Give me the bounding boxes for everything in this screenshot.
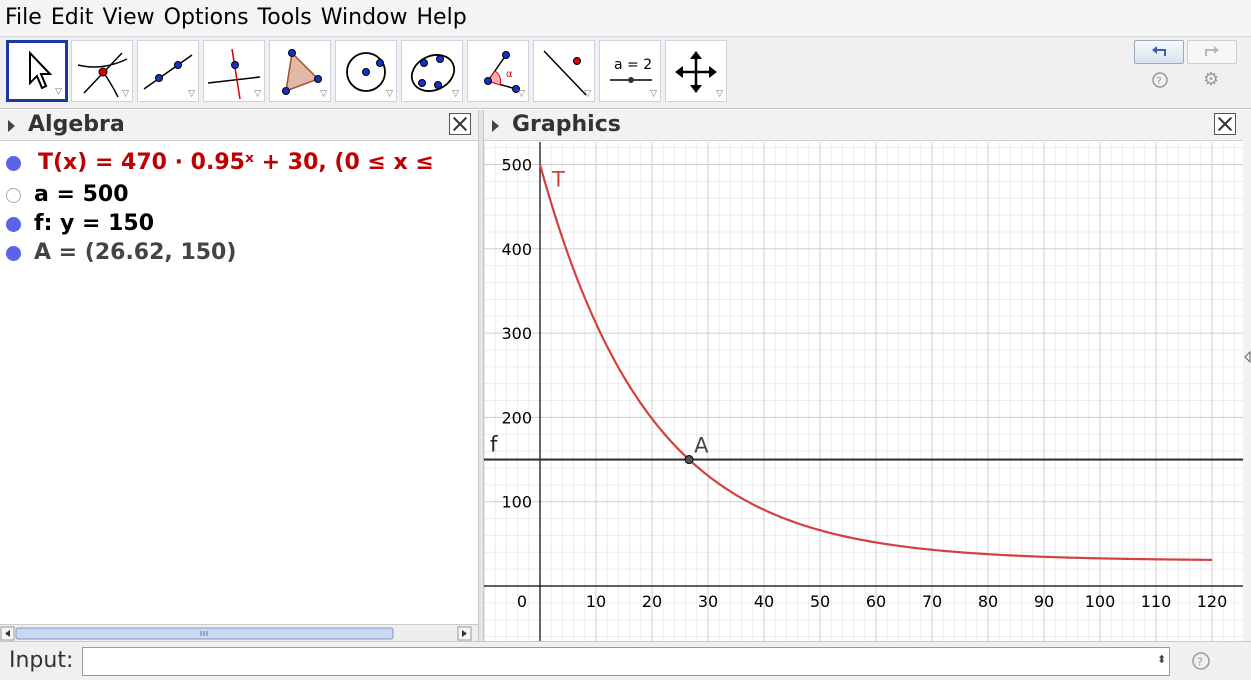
close-graphics-icon[interactable] [1214, 113, 1236, 135]
tool-reflect[interactable]: ▽ [533, 40, 595, 102]
x-tick-label: 50 [810, 592, 830, 611]
y-tick-label: 300 [501, 324, 532, 343]
tool-slider[interactable]: a = 2 ▽ [599, 40, 661, 102]
undo-icon [1152, 46, 1166, 56]
tool-move[interactable]: ▽ [6, 40, 68, 102]
slider-icon-label: a = 2 [614, 57, 652, 73]
undo-button[interactable] [1134, 40, 1184, 64]
curve-T-label: T [551, 168, 565, 192]
visibility-toggle-icon[interactable] [6, 156, 21, 171]
gear-icon[interactable]: ⚙ [1203, 69, 1220, 90]
graphics-title: Graphics [512, 112, 621, 137]
algebra-item-text: A = (26.62, 150) [34, 240, 237, 265]
algebra-item-text: a = 500 [34, 182, 129, 207]
x-tick-label: 100 [1085, 592, 1116, 611]
svg-text:?: ? [1197, 656, 1203, 669]
line-through-points-icon [143, 54, 193, 90]
input-bar: Input: ⬍ ? [0, 641, 1251, 680]
angle-icon: α [484, 51, 520, 93]
tool-circle[interactable]: ▽ [335, 40, 397, 102]
algebra-panel-header: Algebra [0, 110, 478, 141]
tool-move-view[interactable]: ▽ [665, 40, 727, 102]
input-field[interactable] [82, 647, 1170, 676]
perpendicular-line-icon [207, 48, 261, 100]
point-on-intersection-icon [77, 52, 128, 98]
slider-icon: a = 2 [610, 57, 652, 83]
x-tick-label: 0 [517, 592, 527, 611]
line-f-label: f [490, 433, 498, 457]
algebra-item-text: f: y = 150 [34, 211, 155, 236]
toolbar: ▽ ▽ ▽ ▽ ▽ [0, 37, 1251, 109]
menu-file[interactable]: File [5, 5, 42, 30]
tool-intersect[interactable]: ▽ [71, 40, 133, 102]
help-icon[interactable]: ? [1151, 71, 1169, 93]
algebra-horizontal-scrollbar[interactable] [0, 624, 478, 641]
collapse-arrow-icon[interactable] [492, 120, 499, 132]
x-tick-label: 120 [1197, 592, 1228, 611]
input-help-icon[interactable]: ? [1191, 651, 1211, 675]
polygon-icon [282, 49, 322, 95]
menu-help[interactable]: Help [416, 5, 467, 30]
redo-button[interactable] [1187, 40, 1237, 64]
graphics-canvas[interactable]: 0 10 20 30 40 50 60 70 80 90 100 110 120 100 200 300 400… [484, 142, 1243, 641]
history-dropdown-icon[interactable]: ⬍ [1157, 653, 1167, 666]
tool-angle[interactable]: α ▽ [467, 40, 529, 102]
algebra-item-text: T(x) = 470 · 0.95ˣ + 30, (0 ≤ x ≤ [38, 150, 434, 175]
move-arrow-icon [29, 50, 53, 90]
y-tick-label: 400 [501, 240, 532, 259]
svg-text:?: ? [1157, 76, 1162, 87]
x-tick-label: 70 [922, 592, 942, 611]
angle-symbol-label: α [506, 69, 513, 80]
tool-line[interactable]: ▽ [137, 40, 199, 102]
point-A-label: A [694, 434, 709, 458]
x-tick-label: 60 [866, 592, 886, 611]
move-graphics-view-icon [675, 51, 717, 93]
y-tick-label: 100 [501, 493, 532, 512]
collapse-arrow-icon[interactable] [8, 120, 15, 132]
y-tick-label: 500 [501, 156, 532, 175]
point-A[interactable] [684, 455, 694, 465]
visibility-toggle-icon[interactable] [6, 188, 21, 203]
x-tick-label: 20 [642, 592, 662, 611]
x-tick-label: 110 [1141, 592, 1172, 611]
conic-five-points-icon [410, 54, 456, 92]
close-algebra-icon[interactable] [449, 113, 471, 135]
menu-view[interactable]: View [102, 5, 155, 30]
menu-edit[interactable]: Edit [50, 5, 94, 30]
visibility-toggle-icon[interactable] [6, 217, 21, 232]
x-tick-label: 10 [586, 592, 606, 611]
curve-T[interactable] [538, 164, 1213, 561]
x-tick-label: 30 [698, 592, 718, 611]
x-tick-label: 40 [754, 592, 774, 611]
redo-icon [1205, 46, 1219, 56]
side-panel-toggle[interactable] [1243, 110, 1251, 641]
tool-polygon[interactable]: ▽ [269, 40, 331, 102]
menu-tools[interactable]: Tools [257, 5, 312, 30]
menu-bar: File Edit View Options Tools Window Help [0, 0, 1251, 37]
menu-window[interactable]: Window [320, 5, 408, 30]
input-label: Input: [9, 648, 74, 673]
circle-center-point-icon [346, 52, 386, 92]
reflect-about-line-icon [543, 50, 587, 96]
algebra-title: Algebra [28, 112, 125, 137]
graphics-view[interactable]: 0 10 20 30 40 50 60 70 80 90 100 110 120 100 200 300 400… [484, 142, 1243, 641]
x-tick-label: 90 [1034, 592, 1054, 611]
graphics-panel-header: Graphics [484, 110, 1243, 141]
tool-conic[interactable]: ▽ [401, 40, 463, 102]
menu-options[interactable]: Options [163, 5, 249, 30]
tool-perpendicular[interactable]: ▽ [203, 40, 265, 102]
y-tick-label: 200 [501, 408, 532, 427]
visibility-toggle-icon[interactable] [6, 246, 21, 261]
x-tick-label: 80 [978, 592, 998, 611]
